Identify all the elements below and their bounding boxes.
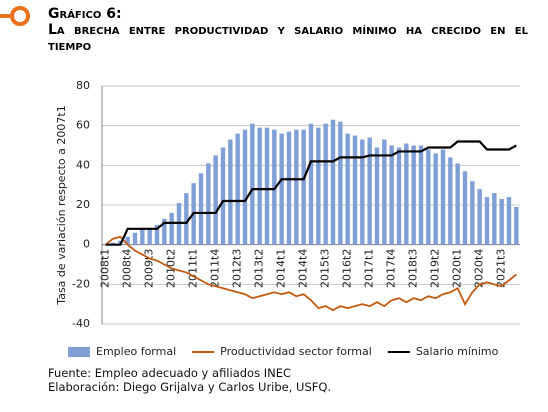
x-tick-label: 2009t3 (143, 249, 156, 288)
bar (499, 199, 504, 245)
bar (484, 197, 490, 245)
x-tick-label: 2017t4 (385, 249, 398, 288)
x-tick-label: 2016t2 (341, 249, 354, 288)
bar (132, 232, 138, 245)
bar (184, 193, 189, 245)
bar (279, 133, 284, 245)
x-tick-label: 2020t4 (473, 249, 486, 288)
x-tick-label: 2011t1 (187, 249, 200, 288)
bar (433, 153, 438, 245)
bar (140, 228, 145, 245)
bar (374, 147, 380, 245)
x-tick-label: 2013t2 (253, 249, 266, 288)
header: Gráfico 6: La brecha entre productividad… (48, 6, 528, 54)
x-tick-label: 2020t1 (451, 249, 464, 288)
y-tick-label: 40 (76, 158, 90, 171)
bar (308, 123, 314, 245)
bar (323, 123, 328, 245)
bar (345, 133, 350, 245)
y-tick-label: 20 (76, 198, 90, 211)
bar (250, 123, 255, 245)
bar (162, 218, 167, 245)
line (105, 140, 517, 246)
bar (338, 121, 343, 245)
chart-title: Gráfico 6: (48, 6, 122, 22)
x-tick-label: 2017t1 (363, 249, 376, 288)
bar (125, 236, 130, 245)
legend-swatch (68, 347, 90, 357)
x-tick-label: 2011t4 (209, 249, 222, 288)
bar (235, 133, 240, 245)
bar (198, 173, 204, 245)
bar (426, 149, 431, 245)
bar (154, 224, 160, 245)
bar (169, 212, 174, 245)
x-tick-label: 2014t4 (297, 249, 310, 288)
x-tick-label: 2019t2 (429, 249, 442, 288)
bar (242, 129, 248, 245)
bar (360, 139, 365, 245)
bar (213, 155, 218, 245)
bar (492, 193, 497, 245)
bar (301, 129, 306, 245)
credit: Elaboración: Diego Grijalva y Carlos Uri… (48, 380, 332, 394)
legend-label: Productividad sector formal (220, 345, 372, 358)
bar (462, 171, 468, 245)
bar (257, 127, 262, 245)
bar (330, 119, 336, 245)
bar (411, 145, 416, 245)
bar (448, 157, 453, 245)
bar (382, 139, 387, 245)
x-tick-label: 2015t3 (319, 249, 332, 288)
x-tick-label: 2014t1 (275, 249, 288, 288)
bar (220, 147, 226, 245)
footer: Fuente: Empleo adecuado y afiliados INEC… (48, 366, 331, 394)
bar (367, 137, 372, 245)
bar (440, 149, 446, 245)
bar (206, 163, 211, 245)
bar (477, 189, 482, 245)
y-tick-label: -40 (72, 317, 90, 330)
source: Fuente: Empleo adecuado y afiliados INEC (48, 366, 292, 380)
x-tick-label: 2008t4 (121, 249, 134, 288)
bar (506, 197, 512, 245)
y-tick-label: 80 (76, 79, 90, 92)
bar (316, 127, 321, 245)
x-tick-label: 2008t1 (99, 249, 112, 288)
legend-label: Salario mínimo (416, 345, 499, 358)
x-tick-label: 2021t3 (495, 249, 508, 288)
y-tick-label: 60 (76, 119, 90, 132)
bar (389, 145, 394, 245)
icon (0, 6, 30, 26)
bar (147, 228, 152, 245)
chart-subtitle: La brecha entre productividad y salario … (48, 22, 528, 54)
bar (286, 131, 292, 245)
x-tick-label: 2012t3 (231, 249, 244, 288)
bar (455, 163, 460, 245)
bar (470, 181, 475, 245)
x-tick-label: 2018t3 (407, 249, 420, 288)
bar (352, 135, 358, 245)
bar (396, 147, 402, 245)
y-tick-label: 0 (83, 238, 90, 251)
bar (294, 129, 299, 245)
bar (228, 139, 233, 245)
bar (514, 206, 519, 245)
bar (272, 129, 277, 245)
line (105, 235, 517, 312)
chart: Tasa de variación respecto a 2007t1 -40 -… (55, 79, 520, 358)
y-axis-label: Tasa de variación respecto a 2007t1 (55, 105, 68, 305)
bar (404, 143, 409, 245)
legend-label: Empleo formal (96, 345, 176, 358)
bar (264, 127, 270, 245)
bar (418, 145, 424, 245)
y-tick-label: -20 (72, 277, 90, 290)
